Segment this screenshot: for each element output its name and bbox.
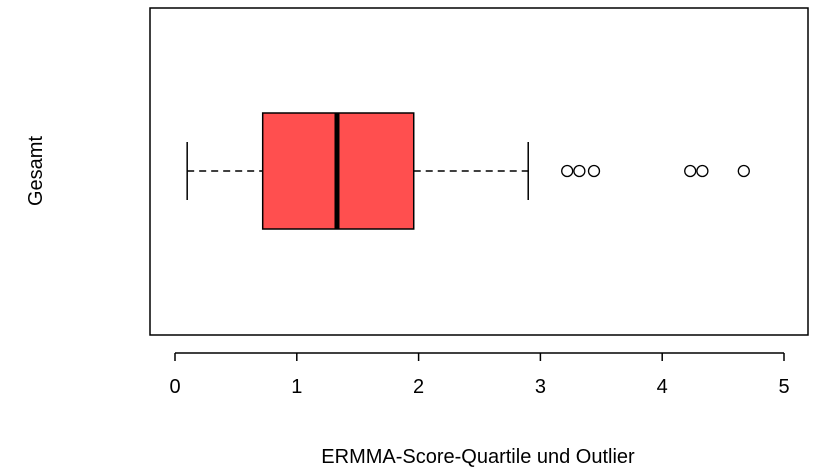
x-tick-label: 5 (778, 376, 789, 398)
outlier-point (561, 164, 574, 178)
outlier-point (587, 164, 601, 178)
x-tick-label: 4 (657, 376, 668, 398)
outlier-point (696, 164, 709, 178)
outlier-point (573, 164, 586, 178)
x-tick-label: 2 (413, 376, 424, 398)
outlier-point (737, 164, 750, 178)
y-axis-title: Gesamt (25, 136, 47, 206)
x-tick-label: 3 (535, 376, 546, 398)
outlier-point (684, 164, 697, 178)
x-tick-label: 1 (291, 376, 302, 398)
x-tick-label: 0 (169, 376, 180, 398)
x-axis-title: ERMMA-Score-Quartile und Outlier (321, 446, 635, 468)
plot-frame (149, 7, 809, 336)
